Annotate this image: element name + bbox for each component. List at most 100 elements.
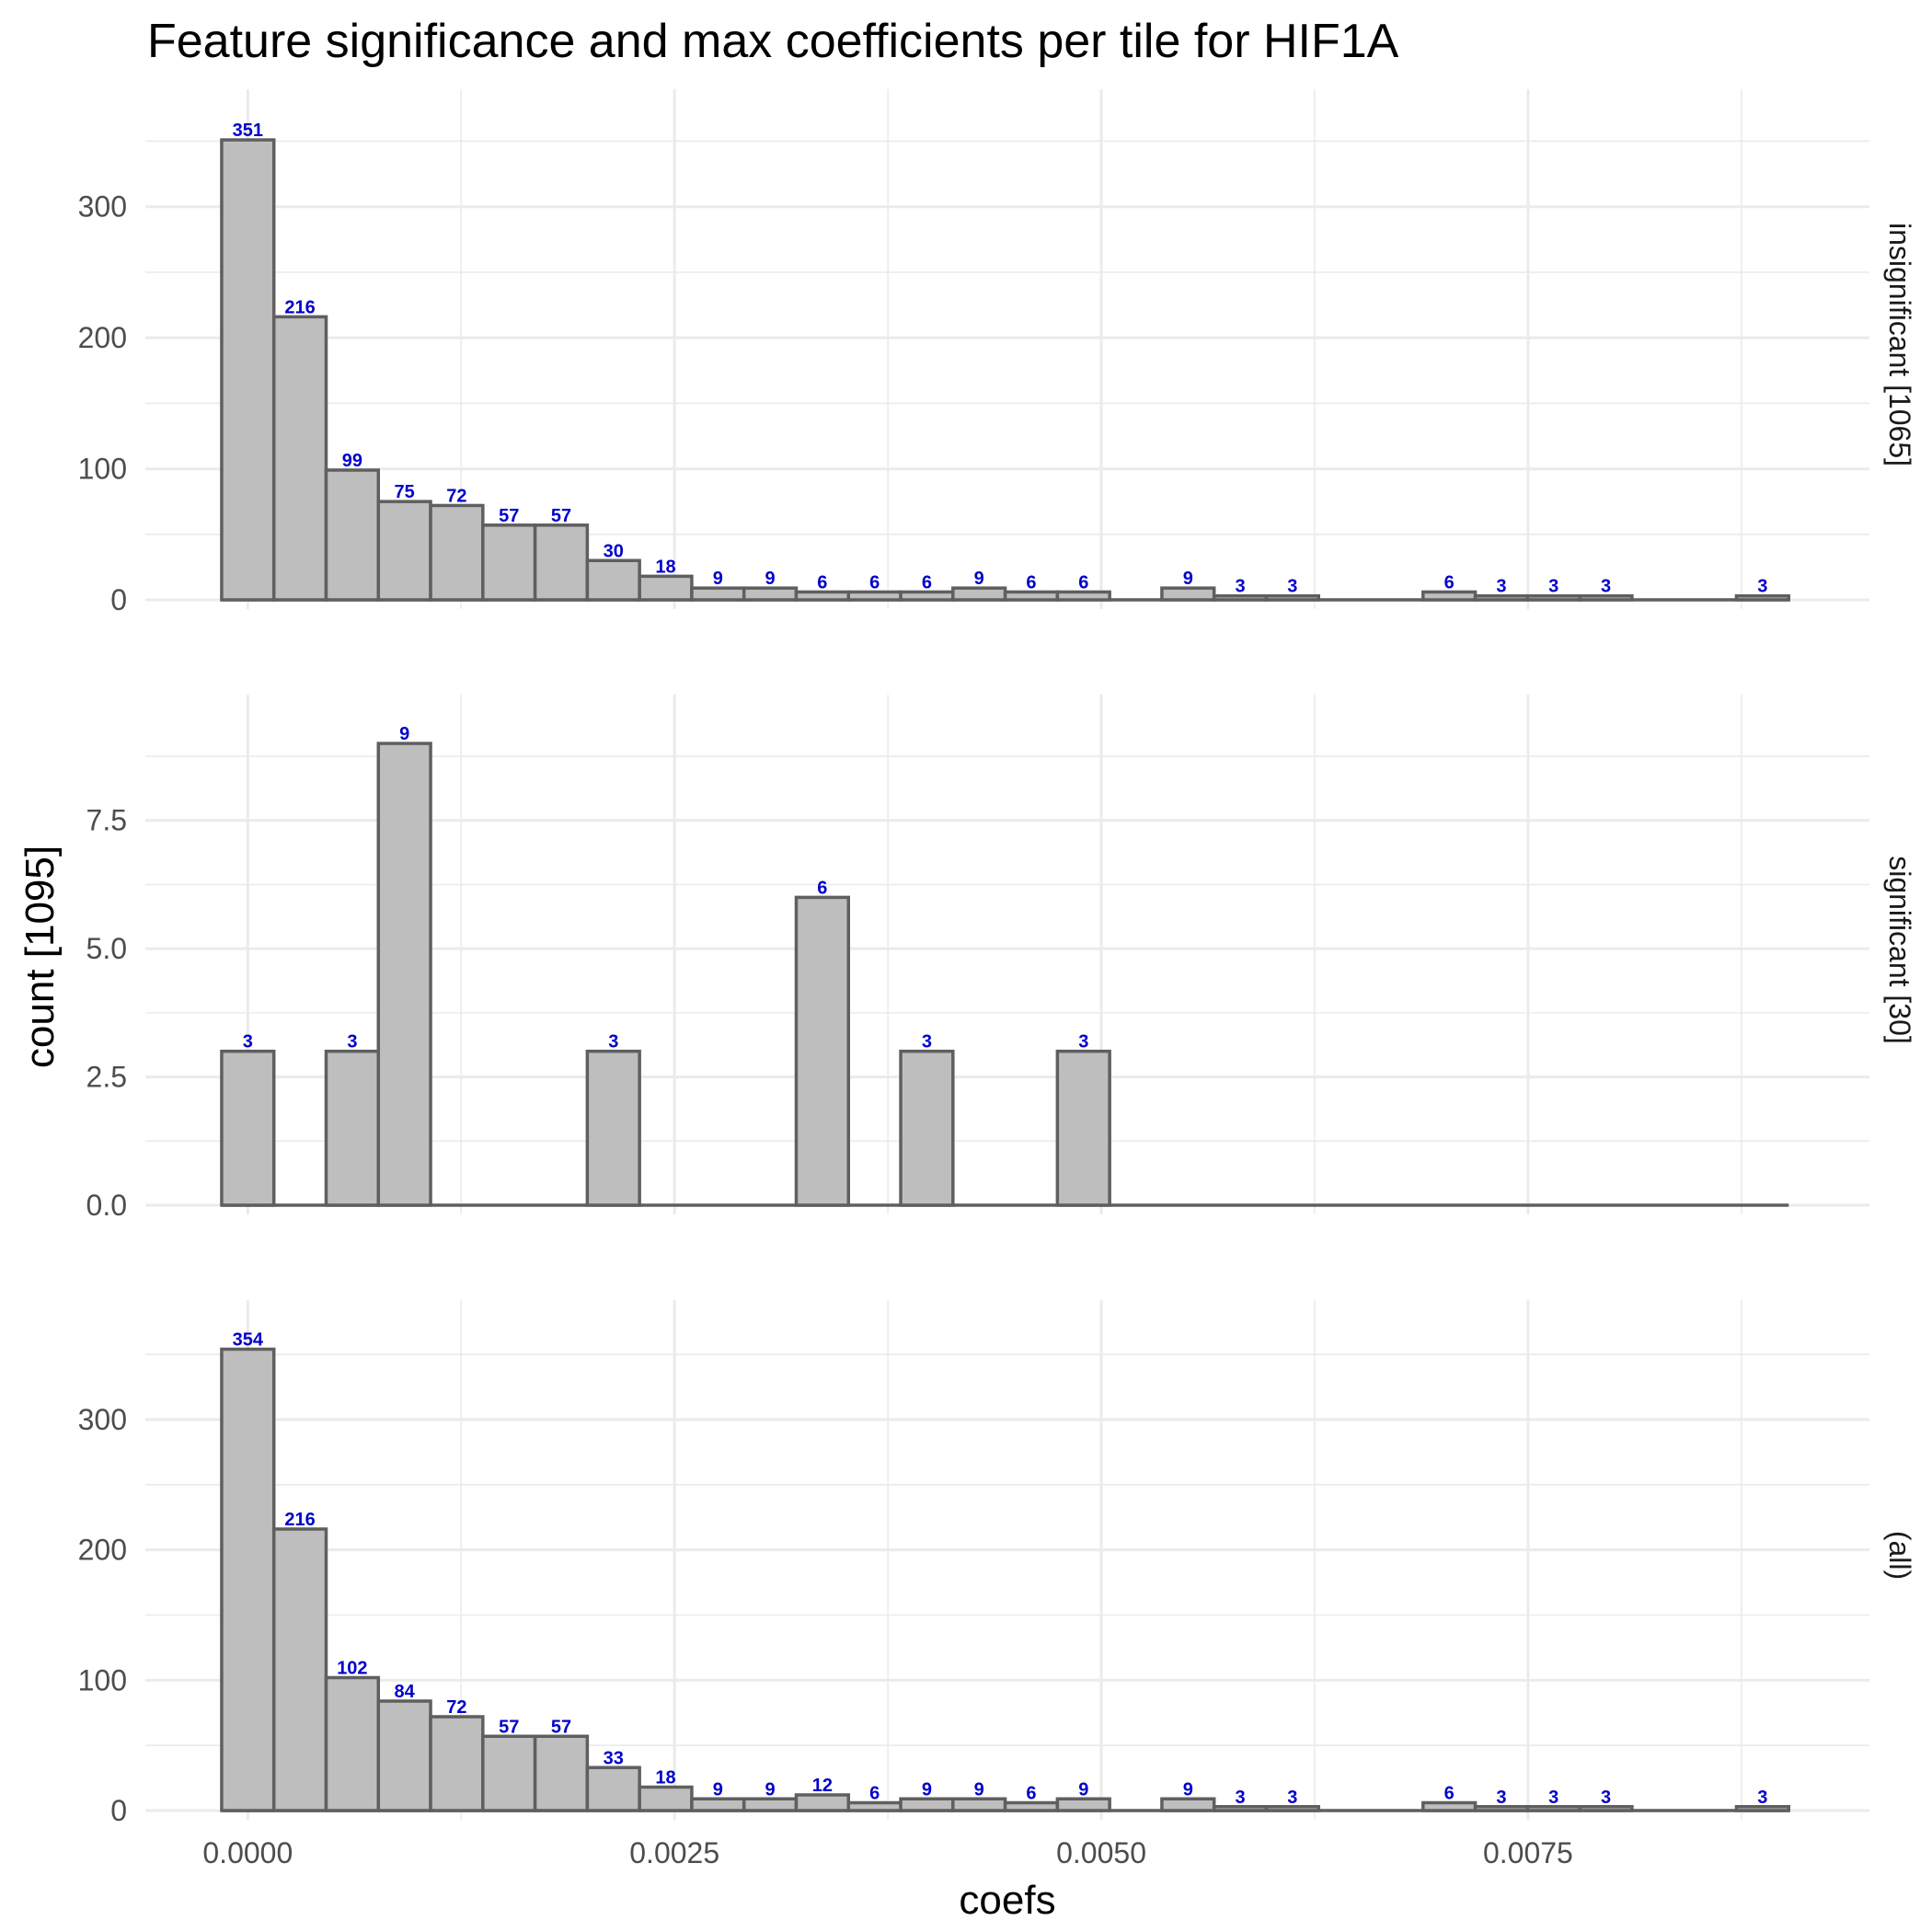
bar-value-label: 72 <box>446 1697 466 1718</box>
bar-value-label: 3 <box>608 1032 618 1052</box>
y-tick-label: 0.0 <box>86 1189 127 1222</box>
bar-value-label: 6 <box>1444 1784 1455 1804</box>
histogram-bar <box>324 468 381 602</box>
bar-value-label: 9 <box>765 1779 776 1800</box>
bar-value-label: 216 <box>284 297 315 317</box>
histogram-bar <box>951 586 1007 602</box>
histogram-bar <box>1160 1797 1216 1812</box>
histogram-bar <box>376 500 432 602</box>
bar-value-label: 3 <box>1601 1788 1611 1808</box>
bar-value-label: 9 <box>1183 1779 1193 1800</box>
histogram-bar <box>220 1347 276 1812</box>
histogram-bar <box>1055 590 1111 602</box>
y-tick-label: 200 <box>78 1534 127 1567</box>
bar-value-label: 6 <box>1026 572 1036 592</box>
histogram-bar <box>585 558 641 602</box>
bar-value-label: 9 <box>713 1779 723 1800</box>
bar-value-label: 18 <box>655 557 675 577</box>
histogram-bar <box>481 1734 537 1812</box>
histogram-bar <box>220 138 276 602</box>
histogram-bar <box>1003 590 1060 602</box>
histogram-bar <box>376 742 432 1207</box>
histogram-bar <box>1003 1800 1060 1812</box>
histogram-bar <box>533 1734 590 1812</box>
bar-value-label: 99 <box>342 451 362 471</box>
bar-value-label: 12 <box>812 1776 833 1796</box>
histogram-bar <box>271 1527 328 1812</box>
x-tick-label: 0.0000 <box>202 1836 293 1869</box>
bar-value-label: 57 <box>499 506 519 526</box>
bar-value-label: 9 <box>1078 1779 1088 1800</box>
histogram-bar <box>794 1793 851 1812</box>
bar-value-label: 6 <box>1444 572 1455 592</box>
histogram-bar <box>742 586 799 602</box>
bar-value-label: 3 <box>1287 1788 1297 1808</box>
y-tick-label: 200 <box>78 321 127 354</box>
histogram-bar <box>690 1797 746 1812</box>
histogram-bar <box>324 1049 381 1207</box>
bar-value-label: 9 <box>922 1779 932 1800</box>
bar-value-label: 9 <box>713 569 723 589</box>
histogram-bar <box>899 590 955 602</box>
bar-value-label: 30 <box>604 541 624 561</box>
bar-value-label: 3 <box>1548 1788 1558 1808</box>
bar-value-label: 102 <box>337 1659 367 1679</box>
bar-value-label: 57 <box>551 506 571 526</box>
bar-value-label: 9 <box>974 569 984 589</box>
facet-strip-label: insignificant [1065] <box>1883 223 1916 466</box>
histogram-bar <box>1578 1805 1634 1812</box>
facet-strip-label: (all) <box>1883 1531 1916 1580</box>
histogram-bar <box>1734 1805 1790 1812</box>
histogram-bar <box>1734 593 1790 602</box>
histogram-bar <box>794 590 851 602</box>
bar-value-label: 3 <box>1496 1788 1506 1808</box>
bar-value-label: 6 <box>869 1784 880 1804</box>
y-tick-label: 2.5 <box>86 1061 127 1094</box>
y-tick-label: 7.5 <box>86 804 127 837</box>
histogram-bar <box>376 1699 432 1812</box>
histogram-bar <box>1578 593 1634 602</box>
histogram-bar <box>220 1049 276 1207</box>
histogram-bar <box>951 1797 1007 1812</box>
bar-value-label: 351 <box>233 121 263 141</box>
histogram-bar <box>638 574 694 602</box>
histogram-bar <box>1160 586 1216 602</box>
histogram-bar <box>846 590 903 602</box>
histogram-bar <box>271 315 328 602</box>
chart-title: Feature significance and max coefficient… <box>147 15 1399 68</box>
bar-value-label: 354 <box>233 1330 264 1351</box>
bar-value-label: 3 <box>1601 577 1611 597</box>
bar-value-label: 3 <box>1078 1032 1088 1052</box>
histogram-bar <box>429 1715 485 1812</box>
bar-value-label: 3 <box>1757 577 1767 597</box>
x-tick-label: 0.0075 <box>1483 1836 1573 1869</box>
histogram-bar <box>794 895 851 1207</box>
bar-value-label: 18 <box>655 1768 675 1788</box>
histogram-bar <box>742 1797 799 1812</box>
bar-value-label: 6 <box>922 572 932 592</box>
histogram-bar <box>1264 1805 1320 1812</box>
bar-value-label: 216 <box>284 1510 315 1530</box>
y-tick-label: 100 <box>78 1663 127 1696</box>
bar-value-label: 57 <box>551 1717 571 1737</box>
y-axis-title: count [1095] <box>17 845 63 1068</box>
bar-value-label: 3 <box>1287 577 1297 597</box>
histogram-bar <box>481 523 537 602</box>
x-tick-label: 0.0025 <box>629 1836 719 1869</box>
bar-value-label: 6 <box>817 878 827 898</box>
bar-value-label: 9 <box>974 1779 984 1800</box>
y-tick-label: 100 <box>78 453 127 486</box>
y-tick-label: 0 <box>110 1794 127 1827</box>
histogram-bar <box>638 1785 694 1812</box>
bar-value-label: 3 <box>1548 577 1558 597</box>
histogram-bar <box>899 1049 955 1207</box>
y-tick-label: 0 <box>110 583 127 616</box>
histogram-bar <box>899 1797 955 1812</box>
histogram-bar <box>690 586 746 602</box>
facet-strip-label: significant [30] <box>1883 856 1916 1044</box>
histogram-bar <box>585 1049 641 1207</box>
bar-value-label: 3 <box>1236 1788 1246 1808</box>
